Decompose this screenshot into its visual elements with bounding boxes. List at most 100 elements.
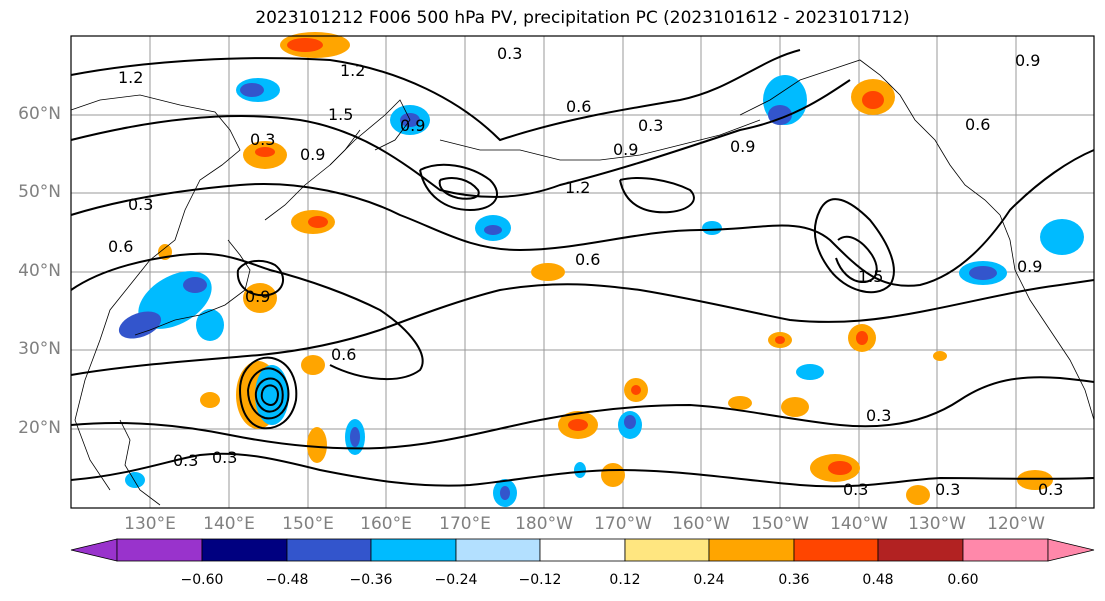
precip-blob: [624, 415, 636, 429]
contour-label: 0.3: [212, 448, 237, 467]
colorbar: [70, 538, 1095, 562]
colorbar-tick-label: 0.36: [778, 572, 810, 588]
pv-contour: [70, 279, 1095, 376]
lon-label-160e: 160°E: [360, 514, 412, 534]
contour-label: 0.6: [566, 97, 591, 116]
map-title: 2023101212 F006 500 hPa PV, precipitatio…: [255, 8, 910, 28]
contour-label: 0.9: [1015, 51, 1040, 70]
contour-label: 0.3: [843, 480, 868, 499]
coastline-kamchatka: [329, 99, 411, 166]
precip-blob: [287, 38, 323, 52]
precip-blob: [856, 331, 868, 345]
precip-blob: [125, 472, 145, 488]
precip-blob: [484, 225, 502, 235]
colorbar-swatch: [116, 538, 203, 562]
pv-contour: [260, 384, 279, 406]
lat-label-60n: 60°N: [18, 104, 61, 124]
pv-contour: [70, 149, 1095, 287]
pv-contour: [254, 377, 284, 413]
lon-label-170e: 170°E: [439, 514, 491, 534]
colorbar-tick-label: −0.60: [180, 572, 224, 588]
precip-blob: [1017, 470, 1053, 490]
lat-label-50n: 50°N: [18, 182, 61, 202]
colorbar-tick-label: −0.36: [349, 572, 393, 588]
contour-label: 0.6: [965, 115, 990, 134]
contour-label: 1.5: [858, 267, 883, 286]
precip-blob: [118, 311, 162, 339]
contour-label: 1.2: [118, 68, 143, 87]
precip-blob: [350, 427, 360, 447]
lon-label-130w: 130°W: [908, 514, 966, 534]
precip-blob: [702, 221, 722, 235]
pv-contour: [70, 79, 851, 198]
coastline-alaska: [739, 59, 1001, 216]
colorbar-swatch: [624, 538, 710, 562]
pv-contour: [70, 49, 801, 142]
pv-contour: [70, 252, 424, 381]
pv-contour: [835, 235, 878, 284]
precip-blob: [906, 485, 930, 505]
coastline-kuril: [264, 129, 361, 221]
contour-label: 1.5: [328, 105, 353, 124]
contour-label: 0.3: [497, 44, 522, 63]
contour-label: 1.2: [565, 178, 590, 197]
colorbar-tick-label: 0.60: [947, 572, 979, 588]
precip-blob: [240, 83, 264, 97]
lon-label-140w: 140°W: [830, 514, 888, 534]
pv-contour: [419, 163, 499, 212]
coastline-taiwan-ph: [119, 419, 161, 506]
lon-label-170w: 170°W: [594, 514, 652, 534]
colorbar-swatch: [201, 538, 288, 562]
precip-blob: [796, 364, 824, 380]
lon-label-180w: 180°W: [515, 514, 573, 534]
precip-blob: [1040, 219, 1084, 255]
precip-blob: [568, 419, 588, 431]
contour-label: 0.9: [245, 287, 270, 306]
lat-label-40n: 40°N: [18, 261, 61, 281]
pv-contour: [438, 177, 480, 200]
colorbar-swatch: [877, 538, 964, 562]
precip-blob: [969, 266, 997, 280]
contour-labels: 1.2 1.2 0.3 1.5 0.9 0.3 0.9 0.3 0.6 1.2 …: [108, 44, 1063, 499]
contour-label: 0.9: [1017, 257, 1042, 276]
precip-blob: [301, 355, 325, 375]
pv-contour: [236, 259, 284, 297]
gridlines: [71, 36, 1094, 508]
lon-label-140e: 140°E: [203, 514, 255, 534]
precip-blob: [255, 147, 275, 157]
contour-label: 0.9: [400, 116, 425, 135]
lat-label-30n: 30°N: [18, 339, 61, 359]
colorbar-tick-label: −0.24: [434, 572, 478, 588]
lon-label-120w: 120°W: [987, 514, 1045, 534]
lat-label-20n: 20°N: [18, 418, 61, 438]
pv-contour: [619, 177, 695, 214]
colorbar-swatch: [793, 538, 879, 562]
contour-label: 0.3: [638, 116, 663, 135]
precip-blob: [531, 263, 565, 281]
contour-label: 1.2: [340, 61, 365, 80]
precip-blob: [196, 309, 224, 341]
colorbar-swatch: [455, 538, 541, 562]
colorbar-tick-label: −0.12: [518, 572, 562, 588]
lon-label-150e: 150°E: [282, 514, 334, 534]
precip-blob: [601, 463, 625, 487]
colorbar-tick-label: 0.24: [693, 572, 725, 588]
colorbar-swatch: [70, 538, 118, 562]
contour-label: 0.3: [866, 406, 891, 425]
contour-label: 0.3: [935, 480, 960, 499]
coastline-aleutian: [439, 119, 761, 161]
precip-blob: [862, 91, 884, 109]
pv-contour: [70, 376, 1095, 450]
coastlines: [70, 59, 1095, 506]
lon-label-160w: 160°W: [672, 514, 730, 534]
precip-blob: [307, 427, 327, 463]
pv-contour: [70, 452, 1095, 488]
coastline-northamerica: [999, 214, 1095, 421]
precip-blob: [828, 461, 852, 475]
contour-label: 0.6: [108, 237, 133, 256]
precip-blob: [200, 392, 220, 408]
colorbar-swatch: [370, 538, 457, 562]
pv-contour: [813, 198, 895, 294]
precip-blob: [243, 283, 277, 313]
